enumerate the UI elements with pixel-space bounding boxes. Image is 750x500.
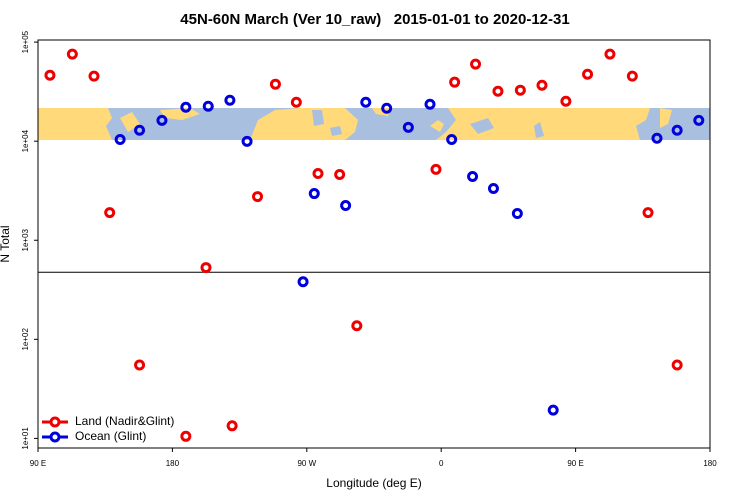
point [693, 114, 705, 126]
point [180, 430, 192, 442]
land [372, 108, 392, 116]
y-axis-title: N Total [0, 225, 12, 262]
y-tick-label: 1e+02 [21, 328, 30, 351]
x-axis-title: Longitude (deg E) [326, 476, 421, 490]
point [626, 70, 638, 82]
point [547, 404, 559, 416]
y-tick-label: 1e+01 [21, 427, 30, 450]
land [120, 112, 140, 132]
point [424, 98, 436, 110]
legend-label: Ocean (Glint) [75, 429, 146, 443]
point [467, 170, 479, 182]
chart-title: 45N-60N March (Ver 10_raw) 2015-01-01 to… [180, 11, 569, 28]
point [470, 58, 482, 70]
x-tick-label: 180 [703, 459, 717, 468]
point [430, 163, 442, 175]
point [351, 320, 363, 332]
land [160, 108, 200, 120]
point [290, 96, 302, 108]
point [514, 84, 526, 96]
point [269, 78, 281, 90]
y-tick-label: 1e+05 [21, 30, 30, 53]
point [536, 79, 548, 91]
point [671, 124, 683, 136]
point [200, 262, 212, 274]
point [340, 200, 352, 212]
point [487, 182, 499, 194]
x-tick-label: 90 E [30, 459, 46, 468]
x-tick-label: 90 W [297, 459, 316, 468]
point [312, 167, 324, 179]
point [88, 70, 100, 82]
point [642, 207, 654, 219]
point [224, 94, 236, 106]
point [241, 135, 253, 147]
legend-label: Land (Nadir&Glint) [75, 414, 174, 428]
point [180, 101, 192, 113]
point [66, 48, 78, 60]
sea [534, 122, 544, 138]
plot-frame [37, 39, 711, 449]
point [604, 48, 616, 60]
y-tick-label: 1e+03 [21, 228, 30, 251]
point [651, 132, 663, 144]
point [582, 68, 594, 80]
point [252, 191, 264, 203]
x-tick-label: 0 [439, 459, 444, 468]
land [430, 120, 444, 132]
point [671, 359, 683, 371]
y-tick-label: 1e+04 [21, 129, 30, 152]
map-band [38, 108, 710, 140]
land [38, 108, 112, 140]
point [360, 96, 372, 108]
sea [470, 118, 494, 134]
legend-marker [49, 416, 61, 428]
x-tick-label: 180 [166, 459, 180, 468]
point [381, 102, 393, 114]
bay [312, 110, 324, 126]
point [156, 114, 168, 126]
point [308, 188, 320, 200]
point [44, 69, 56, 81]
point [334, 168, 346, 180]
point [226, 420, 238, 432]
point [134, 124, 146, 136]
point [134, 359, 146, 371]
x-tick-label: 90 E [567, 459, 583, 468]
point [297, 276, 309, 288]
legend-marker [49, 431, 61, 443]
point [511, 208, 523, 220]
point [446, 133, 458, 145]
point [202, 100, 214, 112]
point [449, 76, 461, 88]
point [114, 133, 126, 145]
land [660, 108, 672, 128]
point [104, 207, 116, 219]
point [560, 95, 572, 107]
point [492, 85, 504, 97]
lake [330, 126, 342, 136]
point [402, 121, 414, 133]
land [436, 108, 650, 140]
